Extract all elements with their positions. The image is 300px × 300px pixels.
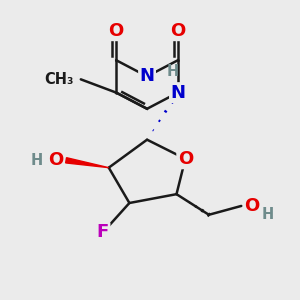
Text: N: N: [140, 68, 154, 85]
Text: H: H: [166, 64, 178, 80]
Text: O: O: [244, 197, 260, 215]
Text: H: H: [262, 207, 274, 222]
Text: N: N: [170, 84, 185, 102]
Text: CH₃: CH₃: [44, 72, 74, 87]
Text: O: O: [109, 22, 124, 40]
Polygon shape: [66, 158, 109, 168]
Text: H: H: [30, 153, 43, 168]
Text: O: O: [170, 22, 186, 40]
Text: O: O: [48, 151, 63, 169]
Text: F: F: [97, 224, 109, 242]
Text: O: O: [178, 150, 193, 168]
